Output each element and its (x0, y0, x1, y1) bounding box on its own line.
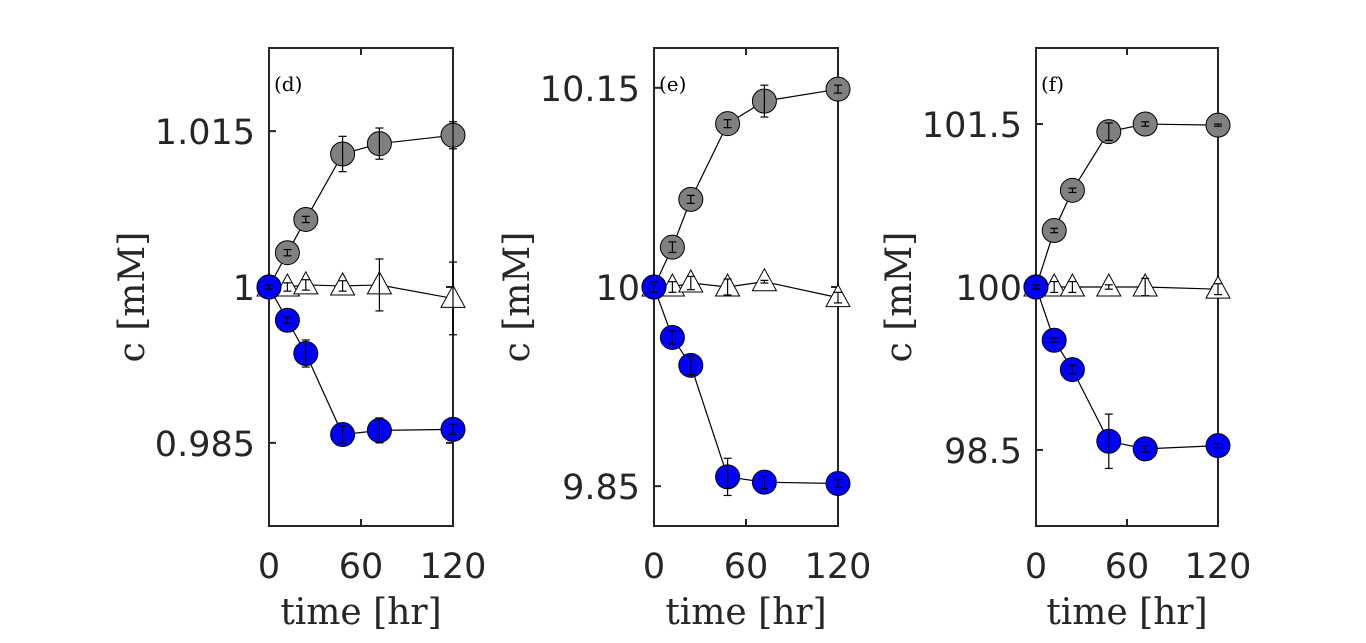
y-tick-label: 10.15 (540, 70, 640, 110)
gray-series-line (1035, 123, 1219, 288)
y-tick-label: 9.85 (562, 468, 640, 508)
panel-label: (d) (274, 72, 302, 96)
x-tick-label: 60 (724, 547, 769, 587)
y-tick-label: 98.5 (944, 432, 1022, 472)
y-tick-label: 10 (595, 269, 640, 309)
x-tick-label: 120 (805, 547, 872, 587)
x-tick-label: 60 (339, 547, 384, 587)
y-tick-label: 0.985 (155, 425, 255, 465)
y-tick-label: 1.015 (155, 113, 255, 153)
x-tick-label: 0 (1025, 547, 1047, 587)
x-tick-label: 120 (1185, 547, 1252, 587)
y-axis-title: c [mM] (497, 232, 538, 363)
y-axis-title: c [mM] (879, 232, 920, 363)
panel-e: 0 60 120 9.85 10 10.15 time [hr] c [mM] (e) (497, 47, 872, 633)
x-tick-label: 120 (420, 547, 487, 587)
y-tick-label: 101.5 (922, 106, 1022, 146)
gray-series-line (653, 88, 839, 288)
x-axis-title: time [hr] (665, 592, 826, 633)
x-tick-label: 0 (258, 547, 280, 587)
x-axis-title: time [hr] (1046, 592, 1207, 633)
axes-box (268, 47, 454, 527)
y-tick-label: 1 (233, 269, 255, 309)
y-axis-title: c [mM] (112, 232, 153, 363)
panel-label: (e) (659, 72, 686, 96)
panel-f: 0 60 120 98.5 100 101.5 time [hr] c [mM] (f) (879, 47, 1252, 633)
panel-d: 0 60 120 0.985 1 1.015 time [hr] c [mM] (d) (112, 47, 487, 633)
y-tick-label: 100 (955, 269, 1022, 309)
x-tick-label: 0 (643, 547, 665, 587)
triangle-data-point (751, 267, 778, 292)
triangle-series-line (1036, 286, 1219, 290)
panel-label: (f) (1041, 72, 1064, 96)
x-axis-title: time [hr] (280, 592, 441, 633)
x-tick-label: 60 (1105, 547, 1150, 587)
blue-series-line (653, 286, 839, 485)
